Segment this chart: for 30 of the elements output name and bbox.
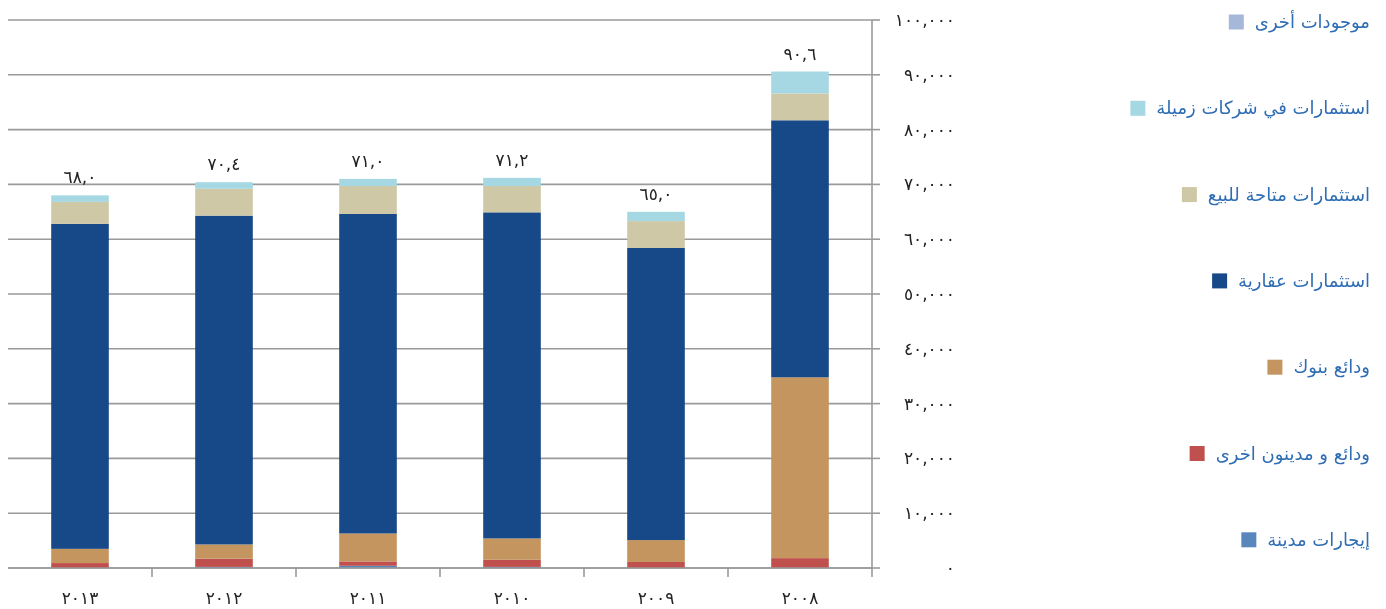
total-label: ٧١,٢ (495, 149, 529, 170)
x-tick-label: ٢٠١٣ (61, 588, 99, 608)
y-tick-label: ٠ (945, 558, 955, 578)
legend-label: ودائع بنوك (1293, 356, 1370, 379)
total-label: ٦٨,٠ (63, 167, 97, 188)
legend-label: استثمارات عقارية (1238, 269, 1370, 291)
legend-label: إيجارات مدينة (1267, 528, 1370, 550)
y-tick-label: ٥٠,٠٠٠ (903, 284, 955, 304)
y-tick-label: ٤٠,٠٠٠ (903, 338, 955, 359)
legend-label: ودائع و مدينون اخرى (1215, 442, 1370, 465)
total-label: ٧١,٠ (351, 150, 385, 171)
legend-label: استثمارات متاحة للبيع (1207, 183, 1370, 206)
y-tick-label: ١٠٠,٠٠٠ (894, 10, 955, 30)
y-tick-label: ٣٠,٠٠٠ (903, 393, 955, 414)
x-tick-label: ٢٠١٢ (205, 588, 243, 608)
x-tick-label: ٢٠٠٩ (637, 588, 675, 608)
legend-label: استثمارات في شركات زميلة (1156, 97, 1370, 120)
x-tick-label: ٢٠١١ (349, 588, 387, 608)
total-label: ٦٥,٠ (639, 183, 673, 204)
y-tick-label: ٨٠,٠٠٠ (903, 119, 955, 140)
y-tick-label: ٦٠,٠٠٠ (903, 229, 955, 250)
y-tick-label: ٢٠,٠٠٠ (903, 448, 955, 469)
y-tick-label: ٩٠,٠٠٠ (903, 64, 955, 85)
y-tick-label: ٧٠,٠٠٠ (903, 174, 955, 195)
x-tick-label: ٢٠٠٨ (781, 588, 819, 608)
total-label: ٩٠,٦ (783, 43, 817, 64)
total-label: ٧٠,٤ (207, 154, 241, 175)
x-tick-label: ٢٠١٠ (493, 588, 531, 608)
y-tick-label: ١٠,٠٠٠ (903, 503, 955, 524)
legend-label: موجودات أخرى (1254, 10, 1370, 33)
